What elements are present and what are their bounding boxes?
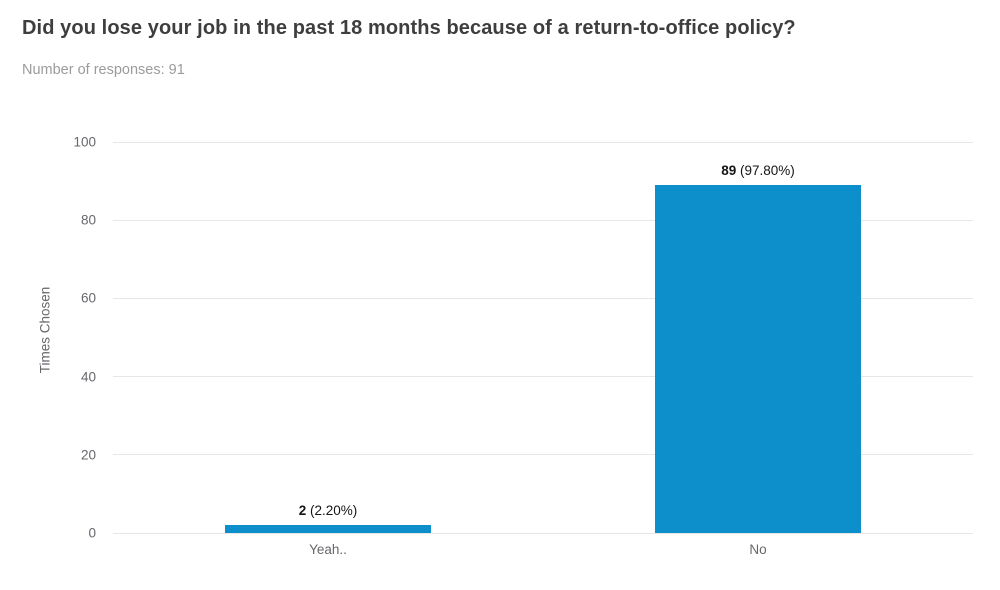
bar-value-number: 2: [298, 503, 307, 519]
y-axis-label: Times Chosen: [37, 286, 53, 374]
x-axis-category-label: No: [749, 542, 767, 557]
gridline: [113, 219, 973, 221]
gridline: [113, 454, 973, 456]
bar-value-label: 89 (97.80%): [721, 163, 795, 179]
y-axis-tick-label: 80: [80, 212, 96, 228]
y-axis-tick-label: 20: [80, 447, 96, 463]
y-axis-tick-label: 60: [80, 290, 96, 306]
bar: [225, 525, 431, 533]
bar: [655, 185, 861, 533]
response-count: Number of responses: 91: [22, 62, 185, 78]
y-axis-tick-label: 40: [80, 369, 96, 385]
question-title: Did you lose your job in the past 18 mon…: [22, 17, 796, 39]
plot-area: 0 20 40 60 80 100 2 (2.20%) Yeah.. 89 (97.80%) No: [73, 135, 973, 557]
y-axis-tick-label: 0: [88, 525, 96, 541]
bar-value-number: 89: [721, 163, 737, 179]
gridline: [113, 376, 973, 378]
y-axis-tick-label: 100: [73, 134, 96, 150]
x-axis-category-label: Yeah..: [309, 542, 347, 557]
gridline: [113, 141, 973, 143]
bar-value-label: 2 (2.20%): [298, 503, 358, 519]
gridline: [113, 532, 973, 534]
gridline: [113, 297, 973, 299]
